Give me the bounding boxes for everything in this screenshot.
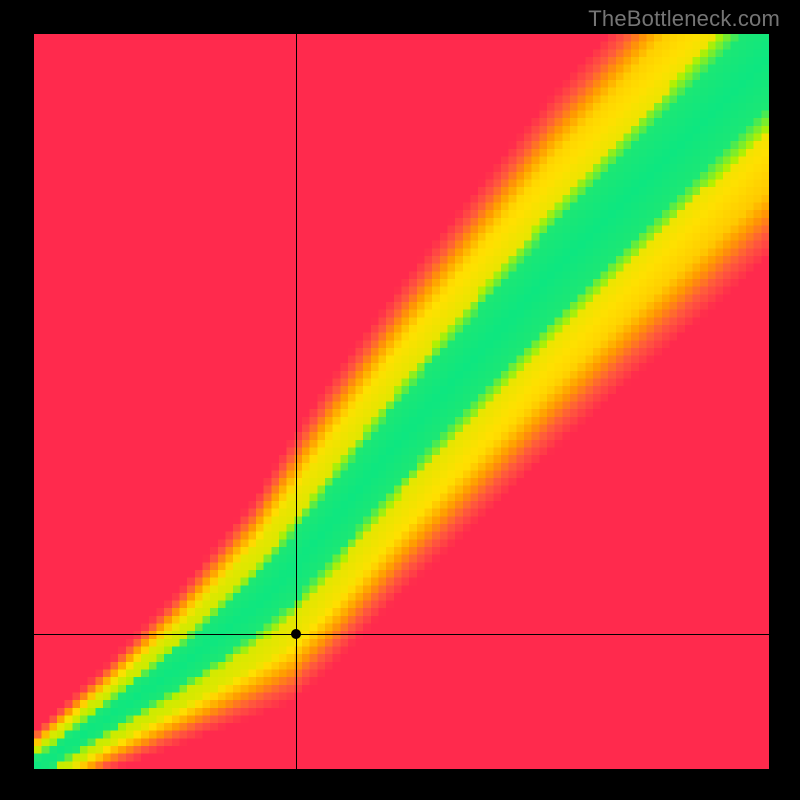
bottleneck-heatmap [34,34,769,769]
watermark-text: TheBottleneck.com [588,6,780,32]
chart-container: TheBottleneck.com [0,0,800,800]
plot-area [34,34,769,769]
crosshair-horizontal [34,634,769,635]
crosshair-vertical [296,34,297,769]
